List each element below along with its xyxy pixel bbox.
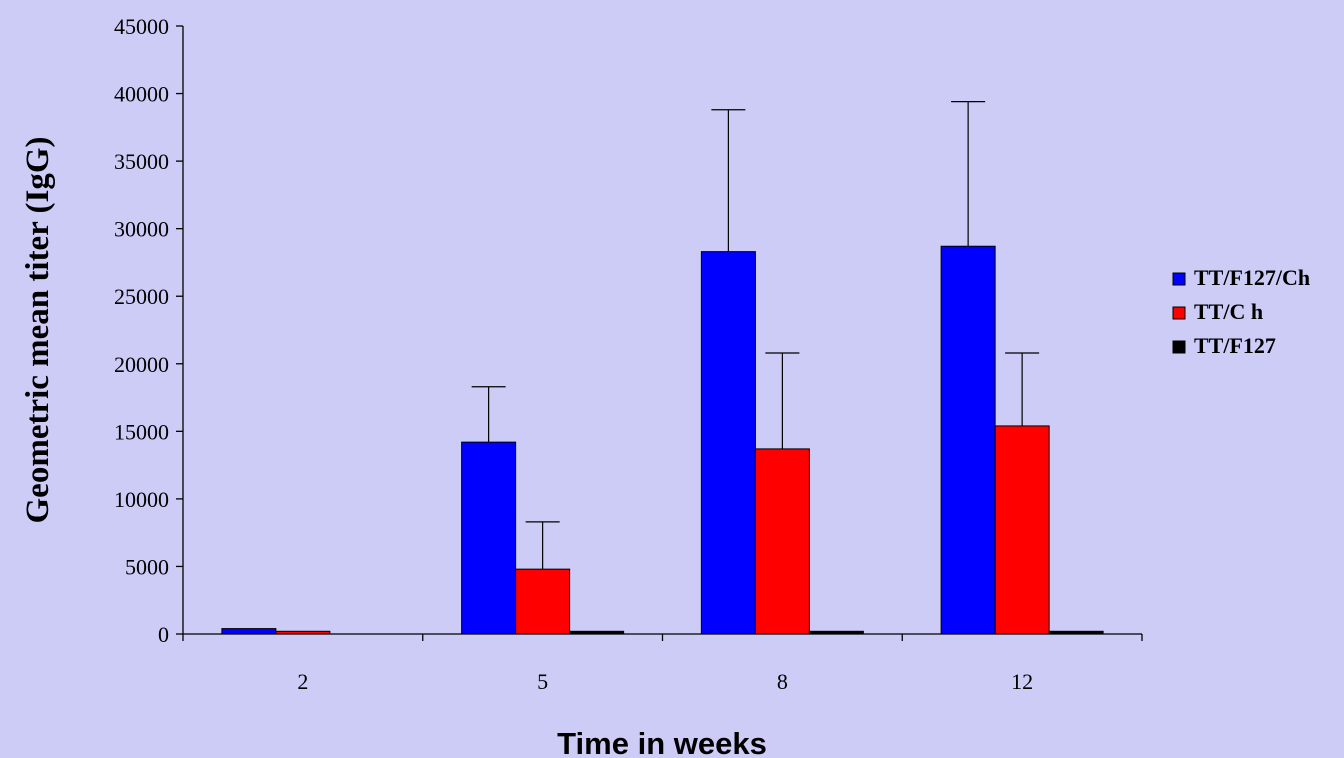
y-tick-label: 0 — [158, 622, 169, 647]
bar — [515, 568, 571, 635]
x-tick-label: 8 — [777, 669, 788, 694]
x-tick-label: 2 — [297, 669, 308, 694]
legend-swatch — [1172, 340, 1186, 354]
bar — [940, 245, 996, 635]
bar — [275, 630, 331, 635]
plot-area: 0 5000 10000 15000 20000 25000 30000 35000 40000… — [114, 14, 1143, 694]
bar — [754, 448, 810, 635]
bar — [461, 441, 517, 635]
x-tick-label: 12 — [1011, 669, 1033, 694]
bar — [700, 251, 756, 635]
y-tick-label: 15000 — [114, 419, 169, 444]
y-tick-label: 45000 — [114, 14, 169, 39]
bar — [994, 425, 1050, 635]
x-axis-title: Time in weeks — [557, 726, 767, 758]
bar — [808, 630, 864, 635]
bar — [221, 628, 277, 635]
legend: TT/F127/Ch TT/C h TT/F127 — [1172, 265, 1310, 358]
legend-swatch — [1172, 306, 1186, 320]
y-tick-label: 5000 — [125, 554, 169, 579]
y-tick-label: 20000 — [114, 352, 169, 377]
y-tick-label: 25000 — [114, 284, 169, 309]
legend-label: TT/F127/Ch — [1194, 265, 1310, 290]
legend-label: TT/C h — [1194, 299, 1263, 324]
bar — [569, 630, 625, 635]
bar — [1048, 630, 1104, 635]
y-tick-label: 30000 — [114, 217, 169, 242]
y-tick-label: 10000 — [114, 487, 169, 512]
y-tick-label: 35000 — [114, 149, 169, 174]
y-tick-label: 40000 — [114, 82, 169, 107]
legend-label: TT/F127 — [1194, 333, 1276, 358]
x-tick-label: 5 — [537, 669, 548, 694]
y-axis-title: Geometric mean titer (IgG) — [20, 137, 56, 524]
legend-swatch — [1172, 272, 1186, 286]
